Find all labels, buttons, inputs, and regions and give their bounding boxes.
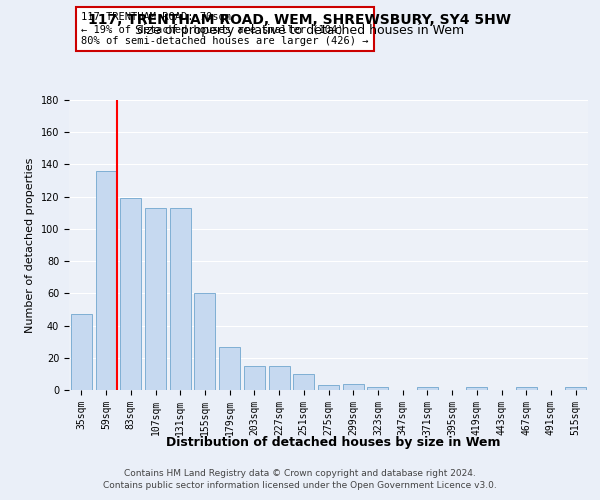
Bar [95, 171, 116, 390]
Text: 117 TRENTHAM ROAD: 70sqm
← 19% of detached houses are smaller (104)
80% of semi-: 117 TRENTHAM ROAD: 70sqm ← 19% of detach… [81, 12, 368, 46]
Bar [145, 208, 166, 390]
Text: 117, TRENTHAM ROAD, WEM, SHREWSBURY, SY4 5HW: 117, TRENTHAM ROAD, WEM, SHREWSBURY, SY4… [89, 12, 511, 26]
Y-axis label: Number of detached properties: Number of detached properties [25, 158, 35, 332]
Bar [71, 314, 92, 390]
Bar [417, 387, 438, 390]
Bar [244, 366, 265, 390]
Bar [516, 387, 537, 390]
Bar [343, 384, 364, 390]
Bar [170, 208, 191, 390]
Text: Contains public sector information licensed under the Open Government Licence v3: Contains public sector information licen… [103, 480, 497, 490]
Bar [367, 387, 388, 390]
Bar [565, 387, 586, 390]
Bar [293, 374, 314, 390]
Bar [269, 366, 290, 390]
Bar [120, 198, 141, 390]
Bar [318, 385, 339, 390]
Bar [194, 294, 215, 390]
Bar [466, 387, 487, 390]
Text: Size of property relative to detached houses in Wem: Size of property relative to detached ho… [136, 24, 464, 37]
Text: Contains HM Land Registry data © Crown copyright and database right 2024.: Contains HM Land Registry data © Crown c… [124, 470, 476, 478]
Text: Distribution of detached houses by size in Wem: Distribution of detached houses by size … [166, 436, 500, 449]
Bar [219, 346, 240, 390]
